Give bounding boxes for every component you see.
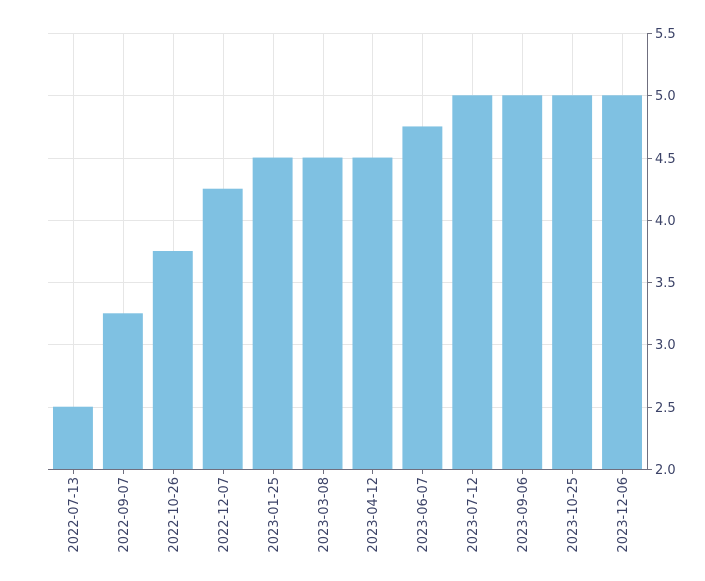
- x-tick-label-2022-10-26: 2022-10-26: [167, 477, 182, 553]
- x-tick-label-2023-09-06: 2023-09-06: [516, 477, 531, 553]
- bar-2022-12-07: [202, 188, 243, 469]
- x-tick-label-2023-01-25: 2023-01-25: [267, 477, 282, 553]
- bar-2023-06-07: [402, 126, 443, 470]
- bar-2022-07-13: [52, 406, 93, 469]
- bar-2023-07-12: [452, 95, 493, 469]
- y-tick-label-4.5: 4.5: [655, 152, 676, 167]
- x-tick-label-2023-12-06: 2023-12-06: [616, 477, 631, 553]
- y-tick-label-2.5: 2.5: [655, 401, 676, 416]
- x-tick-label-2023-07-12: 2023-07-12: [466, 477, 481, 553]
- bar-2022-09-07: [102, 313, 143, 469]
- bars: [52, 95, 642, 470]
- bar-2023-01-25: [252, 157, 293, 469]
- bar-2022-10-26: [152, 251, 193, 469]
- bar-2023-03-08: [302, 157, 343, 469]
- y-tick-label-3.0: 3.0: [655, 338, 676, 353]
- bar-2023-12-06: [602, 95, 642, 469]
- x-tick-label-2023-10-25: 2023-10-25: [566, 477, 581, 553]
- bar-2023-09-06: [502, 95, 543, 469]
- x-tick-label-2023-04-12: 2023-04-12: [366, 477, 381, 553]
- y-tick-label-3.5: 3.5: [655, 276, 676, 291]
- x-tick-label-2022-07-13: 2022-07-13: [67, 477, 82, 553]
- y-tick-label-2.0: 2.0: [655, 463, 676, 478]
- y-tick-label-5.0: 5.0: [655, 89, 676, 104]
- y-tick-label-4.0: 4.0: [655, 214, 676, 229]
- y-axis-ticks: 2.0 2.5 3.0 3.5 4.0 4.5 5.0 5.5: [647, 27, 676, 478]
- bar-2023-04-12: [352, 157, 393, 469]
- x-tick-label-2022-09-07: 2022-09-07: [117, 477, 132, 553]
- x-tick-label-2023-03-08: 2023-03-08: [317, 477, 332, 553]
- y-tick-label-5.5: 5.5: [655, 27, 676, 42]
- x-tick-label-2023-06-07: 2023-06-07: [416, 477, 431, 553]
- bar-2023-10-25: [552, 95, 593, 469]
- x-tick-label-2022-12-07: 2022-12-07: [217, 477, 232, 553]
- axes: [48, 33, 648, 470]
- x-axis-ticks: 2022-07-13 2022-09-07 2022-10-26 2022-12-07…: [67, 469, 631, 553]
